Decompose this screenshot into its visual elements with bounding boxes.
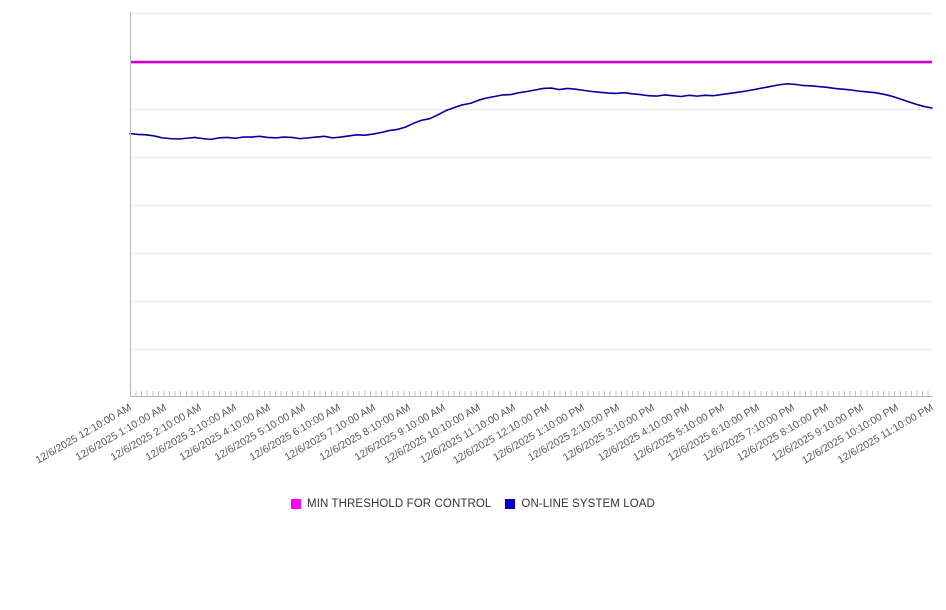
legend-label-system-load: ON-LINE SYSTEM LOAD [521, 498, 655, 510]
y-axis-line [130, 12, 131, 397]
gridline [130, 109, 932, 110]
plot-area [129, 13, 933, 396]
legend-item-min-threshold[interactable]: MIN THRESHOLD FOR CONTROL [291, 498, 491, 510]
x-axis-tick-marks [130, 391, 933, 397]
gridline [130, 13, 932, 14]
gridline [130, 349, 932, 350]
legend-label-min-threshold: MIN THRESHOLD FOR CONTROL [307, 498, 492, 510]
line-chart: 12/6/2025 12:10:00 AM 12/6/2025 1:10:00 A… [0, 12, 946, 510]
gridline [130, 205, 932, 206]
on-line-system-load-line [129, 83, 933, 141]
chart-legend: MIN THRESHOLD FOR CONTROL ON-LINE SYSTEM… [0, 498, 946, 510]
gridline [130, 253, 932, 254]
legend-item-system-load[interactable]: ON-LINE SYSTEM LOAD [505, 498, 655, 510]
gridline [130, 157, 932, 158]
legend-swatch-blue [505, 499, 516, 509]
legend-swatch-magenta [291, 499, 302, 509]
gridline [130, 301, 932, 302]
series-plot [129, 60, 933, 141]
